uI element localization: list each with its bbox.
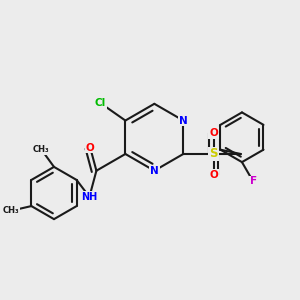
Text: CH₃: CH₃ xyxy=(2,206,19,215)
Text: S: S xyxy=(209,148,218,160)
Text: N: N xyxy=(179,116,188,125)
Text: F: F xyxy=(250,176,257,186)
Text: O: O xyxy=(209,128,218,138)
Text: O: O xyxy=(209,170,218,180)
Text: N: N xyxy=(150,166,159,176)
Text: CH₃: CH₃ xyxy=(33,145,50,154)
Text: NH: NH xyxy=(81,192,98,202)
Text: Cl: Cl xyxy=(95,98,106,108)
Text: O: O xyxy=(86,142,94,153)
